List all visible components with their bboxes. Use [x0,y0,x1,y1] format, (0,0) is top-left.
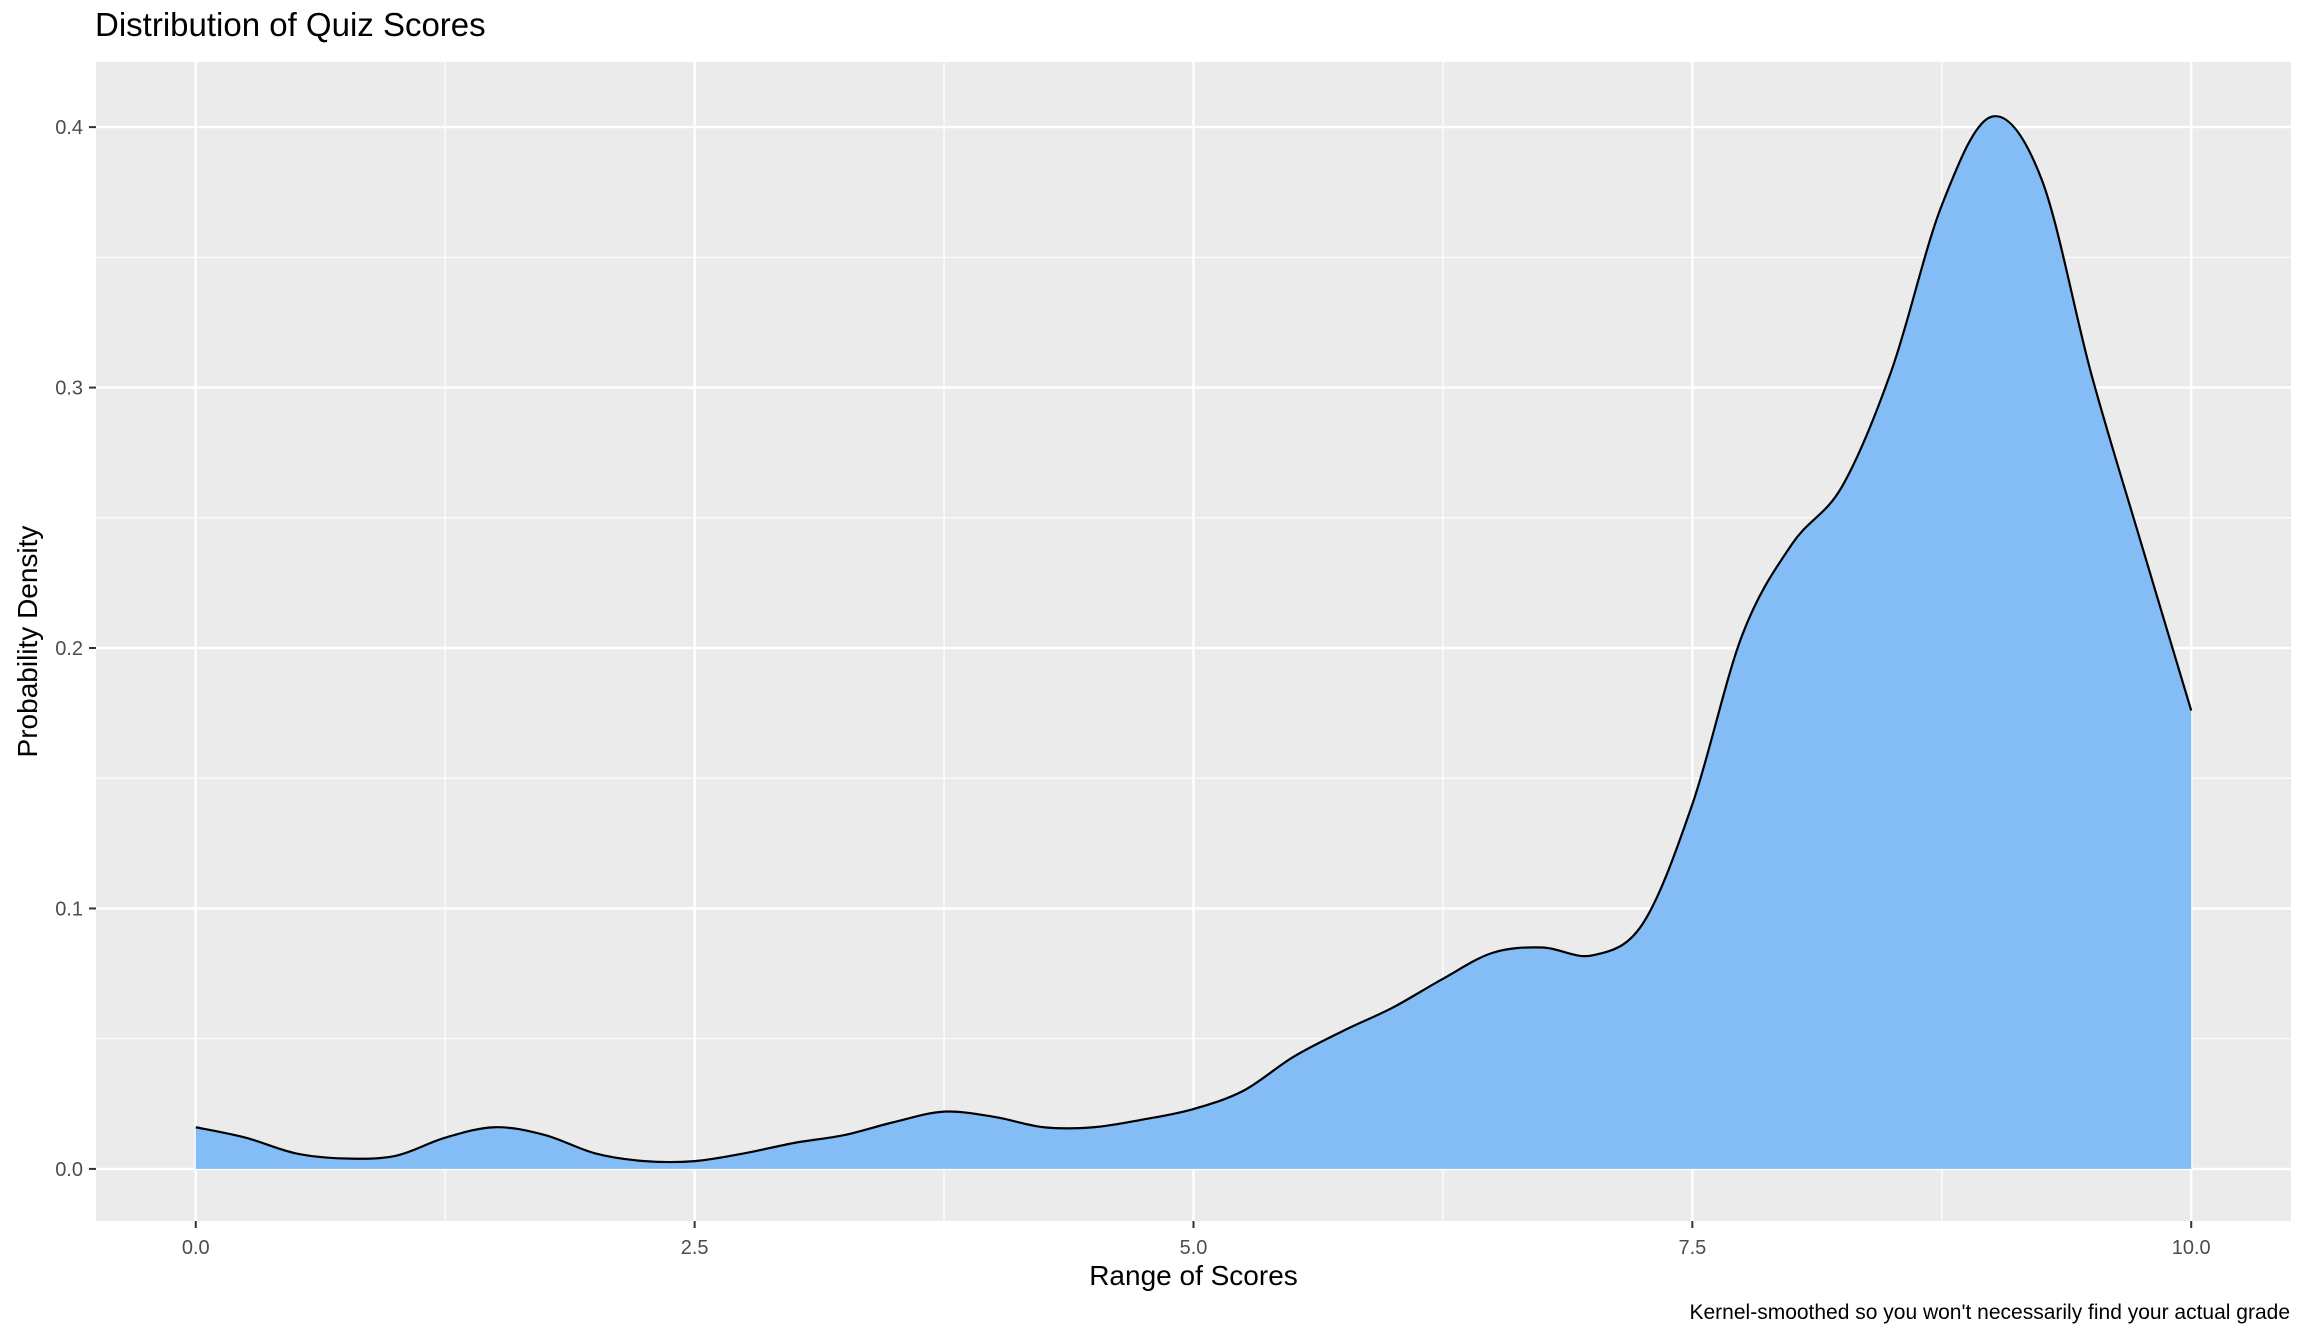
x-axis-title: Range of Scores [1089,1260,1298,1291]
y-tick-label: 0.4 [55,117,83,139]
y-tick-label: 0.1 [55,898,83,920]
y-axis-title: Probability Density [12,526,43,758]
y-tick-label: 0.2 [55,638,83,660]
y-tick-label: 0.3 [55,378,83,400]
density-line [195,115,2193,1164]
y-axis: 0.0 0.1 0.2 0.3 0.4 [55,117,96,1181]
x-tick-label: 10.0 [2172,1237,2211,1259]
x-axis: 0.0 2.5 5.0 7.5 10.0 [182,1221,2211,1259]
density-area [195,116,2192,1169]
x-tick-label: 5.0 [1180,1237,1208,1259]
x-tick-label: 0.0 [182,1237,210,1259]
chart-caption: Kernel-smoothed so you won't necessarily… [1689,1301,2291,1324]
y-tick-label: 0.0 [55,1159,83,1181]
chart-title: Distribution of Quiz Scores [95,6,486,43]
x-tick-label: 7.5 [1678,1237,1706,1259]
x-tick-label: 2.5 [681,1237,709,1259]
